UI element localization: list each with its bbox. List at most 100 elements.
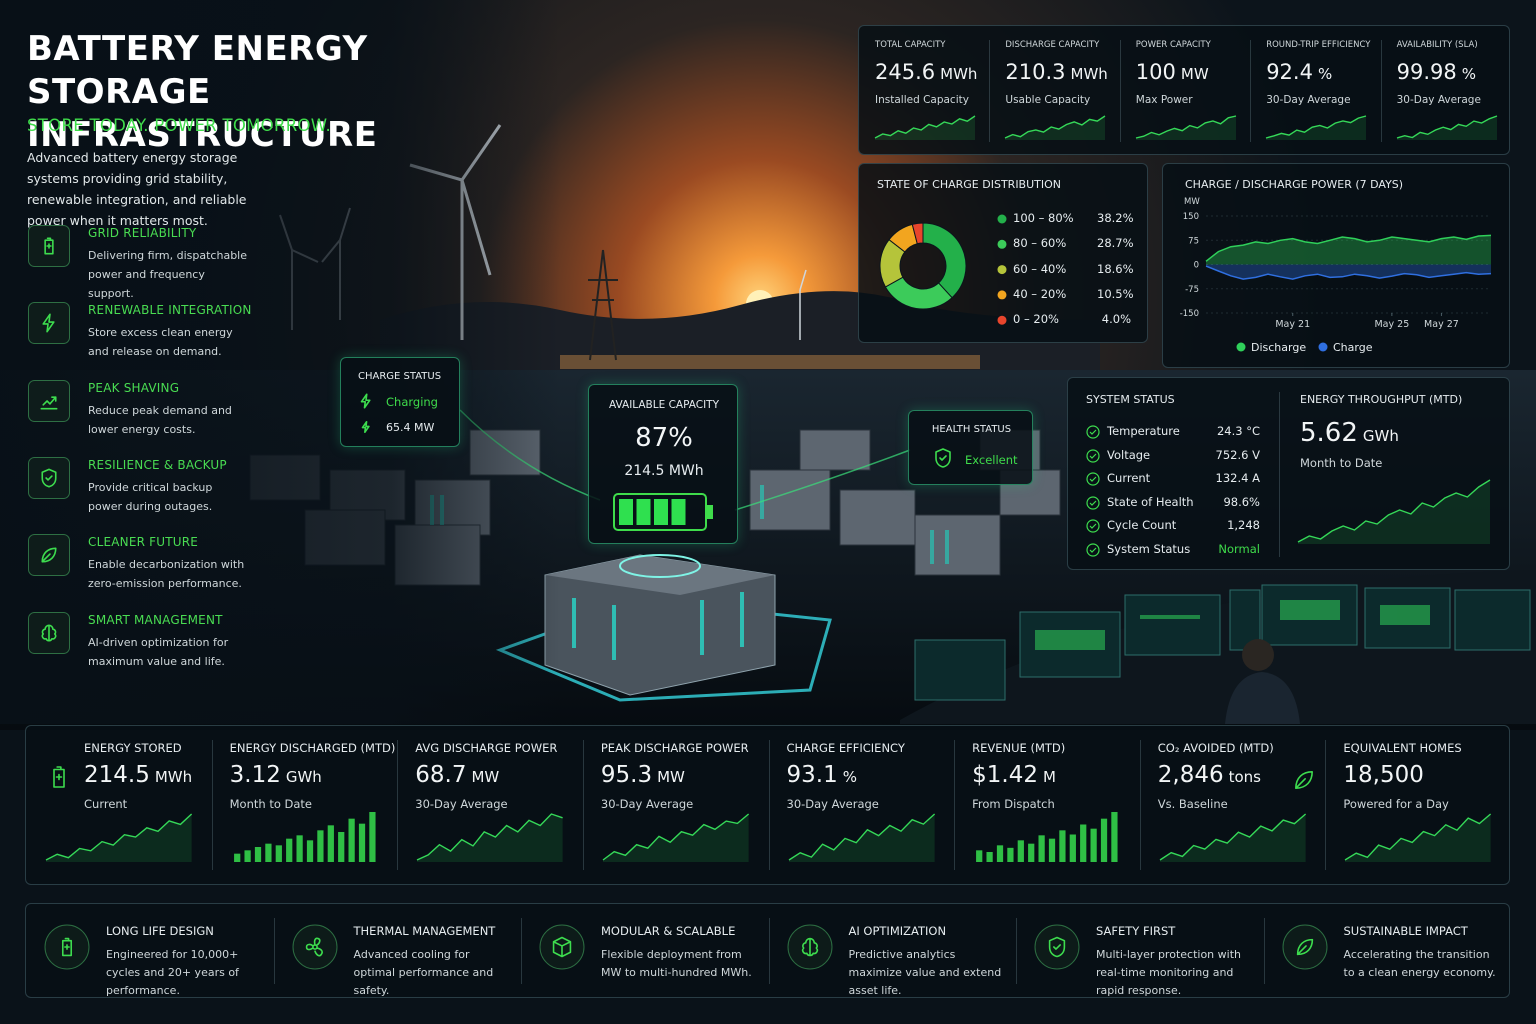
metric-sub: Powered for a Day [1343,797,1449,811]
spark-fill [1005,116,1106,140]
value: 2,846 [1157,762,1224,788]
overlay-title: HEALTH STATUS [931,424,1012,435]
charge-status: CHARGE STATUS Charging 65.4 MW [340,357,460,447]
kpi-value: 100 MW [1136,60,1209,84]
unit: MWh [1070,65,1108,83]
y-tick-label: 150 [1183,212,1199,222]
check-ring [1086,495,1100,510]
series-line [1205,265,1492,280]
unit: M [1042,768,1056,786]
check-icon [1086,448,1100,463]
spark-bar [1007,847,1014,862]
feature-text: Store excess clean energy and release on… [88,326,233,359]
icon-glyph [41,623,57,642]
operator [1242,639,1274,671]
icon-glyph [801,937,818,957]
spark-bar [348,818,355,862]
value-label: 38.2% [1097,211,1134,225]
spark-fill [1396,116,1497,140]
metric-label: ENERGY STORED [84,741,182,755]
footer-text: Engineered for 10,000+ cycles and 20+ ye… [106,948,239,997]
kpi-label: DISCHARGE CAPACITY [1005,40,1100,50]
value: 3.12 [229,762,281,788]
battery-cell [636,499,651,525]
icon [1034,924,1080,970]
battery-cell [619,499,633,525]
capacity-percent: 87% [635,423,693,453]
kpi-label: ROUND-TRIP EFFICIENCY [1266,40,1371,50]
spark-bar [997,845,1004,862]
central-unit-lights [572,592,744,660]
area-fill [1206,235,1491,265]
capacity-energy: 214.5 MWh [624,463,704,479]
footer-title: AI OPTIMIZATION [848,924,947,938]
spark-bar [358,823,365,862]
metric-value: 2,846 tons [1158,762,1261,788]
unit: MW [471,768,500,786]
icon [361,420,370,434]
footer-title: MODULAR & SCALABLE [601,924,736,938]
charge-power: 65.4 MW [386,421,435,434]
battery-cell [654,499,668,525]
spark-bar [296,835,303,862]
sparkline [1005,115,1106,140]
kpi-sub: Installed Capacity [875,94,969,106]
metric-value: 214.5 MWh [84,762,192,788]
y-tick-label: -75 [1185,285,1199,295]
footer-title: THERMAL MANAGEMENT [353,924,496,938]
chart-title: CHARGE / DISCHARGE POWER (7 DAYS) [1185,178,1404,191]
spark-line [1266,115,1367,139]
metric-value: 18,500 [1343,762,1423,788]
divider [397,740,399,870]
divider [1139,740,1141,870]
value: 95.3 [600,762,653,788]
icon [935,448,951,468]
kpi-value: 92.4% [1266,60,1332,84]
y-tick-label: 75 [1188,236,1199,246]
legend-label: 0 – 20% [1013,312,1059,327]
spark-fill [46,814,192,862]
charge-state: Charging [386,395,438,409]
spark-line [1396,115,1497,139]
legend-dot [1236,342,1246,352]
check-mark [1089,523,1097,529]
spark-fill [1266,116,1367,140]
sparkline [874,115,976,140]
metric-sub: From Dispatch [972,797,1055,811]
icon-frame [28,302,70,345]
unit: % [1317,65,1333,83]
spark-bar [976,850,983,862]
spark-line [788,813,935,861]
icon [44,924,90,970]
feature-title: GRID RELIABILITY [88,226,197,240]
spark-bar [1069,834,1077,862]
divider [1380,40,1382,142]
sparkline [1135,115,1236,140]
sparkline [1297,479,1491,544]
overlay-title: AVAILABLE CAPACITY [608,399,720,411]
spark-bar [233,853,240,862]
monitors [914,584,1531,701]
spark-line [1005,115,1106,139]
value: 100 [1135,60,1176,84]
value: 18,500 [1343,762,1424,788]
value: 92.4 [1266,60,1313,84]
feature-text: AI-driven optimization for maximum value… [88,635,229,668]
legend-label: 80 – 60% [1013,236,1067,251]
check-icon [1086,495,1100,510]
spark-line [1345,813,1492,861]
divider [211,740,213,870]
page-title: BATTERY ENERGY STORAGE INFRASTRUCTURE [27,29,378,155]
icon [539,924,585,970]
legend-dot [997,290,1007,300]
metric-sub: Current [84,797,128,811]
donut-slice [911,222,924,245]
icon [28,379,70,422]
metric-sub: Month to Date [229,797,313,811]
icon-glyph [40,395,58,410]
battery-cell [671,499,686,525]
available-capacity: AVAILABLE CAPACITY 87% 214.5 MWh [588,384,738,544]
sparkline [45,813,193,862]
check-icon [1086,519,1100,533]
spark-bar [316,830,324,862]
